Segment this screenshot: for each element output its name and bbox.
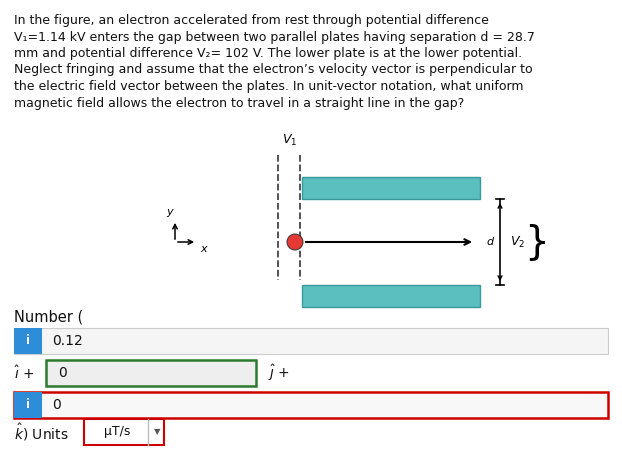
Text: Neglect fringing and assume that the electron’s velocity vector is perpendicular: Neglect fringing and assume that the ele… [14,64,532,76]
Text: V₁=1.14 kV enters the gap between two parallel plates having separation d = 28.7: V₁=1.14 kV enters the gap between two pa… [14,30,535,44]
Text: x: x [200,244,207,254]
Text: 0: 0 [52,398,61,412]
Text: Number (: Number ( [14,310,83,325]
Text: d: d [487,237,494,247]
Text: $V_1$: $V_1$ [282,133,298,148]
FancyBboxPatch shape [14,328,42,354]
Text: 0.12: 0.12 [52,334,83,348]
FancyBboxPatch shape [46,360,256,386]
Text: i: i [26,335,30,348]
Text: y: y [166,207,173,217]
FancyBboxPatch shape [14,328,608,354]
Text: i: i [26,398,30,411]
Text: 0: 0 [58,366,67,380]
Text: μT/s: μT/s [104,425,131,439]
Text: ▼: ▼ [154,427,160,437]
FancyBboxPatch shape [14,392,42,418]
FancyBboxPatch shape [302,177,480,199]
Text: $\hat{\jmath}$ +: $\hat{\jmath}$ + [268,363,290,383]
Text: $\hat{\imath}$ +: $\hat{\imath}$ + [14,365,34,381]
Text: mm and potential difference V₂= 102 V. The lower plate is at the lower potential: mm and potential difference V₂= 102 V. T… [14,47,522,60]
Text: }: } [524,223,549,261]
Text: the electric field vector between the plates. In unit-vector notation, what unif: the electric field vector between the pl… [14,80,524,93]
FancyBboxPatch shape [14,392,608,418]
FancyBboxPatch shape [84,419,164,445]
Text: $V_2$: $V_2$ [510,234,525,249]
Circle shape [287,234,303,250]
FancyBboxPatch shape [302,285,480,307]
Text: In the figure, an electron accelerated from rest through potential difference: In the figure, an electron accelerated f… [14,14,489,27]
Text: magnetic field allows the electron to travel in a straight line in the gap?: magnetic field allows the electron to tr… [14,96,464,110]
Text: $\hat{k}$) Units: $\hat{k}$) Units [14,421,68,443]
